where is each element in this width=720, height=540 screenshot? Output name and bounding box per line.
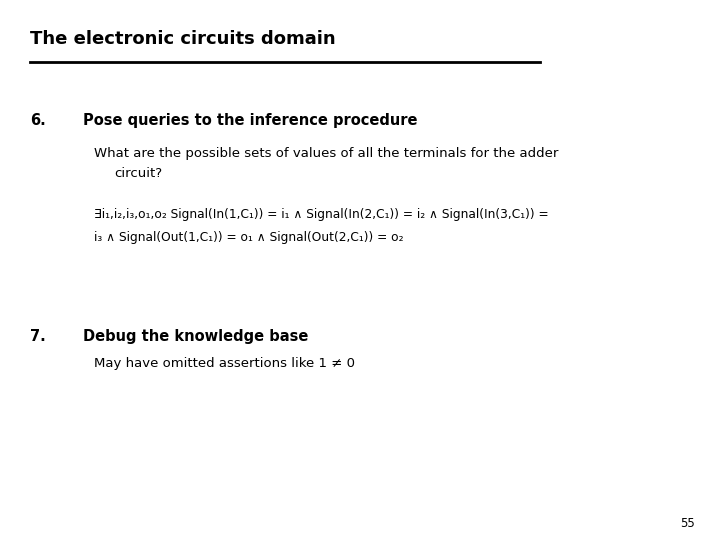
Text: What are the possible sets of values of all the terminals for the adder: What are the possible sets of values of …	[94, 147, 558, 160]
Text: May have omitted assertions like 1 ≠ 0: May have omitted assertions like 1 ≠ 0	[94, 357, 355, 370]
Text: 6.: 6.	[30, 113, 46, 129]
Text: circuit?: circuit?	[114, 167, 162, 180]
Text: The electronic circuits domain: The electronic circuits domain	[30, 30, 336, 48]
Text: Debug the knowledge base: Debug the knowledge base	[83, 329, 308, 345]
Text: 7.: 7.	[30, 329, 46, 345]
Text: 55: 55	[680, 517, 695, 530]
Text: ∃i₁,i₂,i₃,o₁,o₂ Signal(In(1,C₁)) = i₁ ∧ Signal(In(2,C₁)) = i₂ ∧ Signal(In(3,C₁)): ∃i₁,i₂,i₃,o₁,o₂ Signal(In(1,C₁)) = i₁ ∧ …	[94, 208, 548, 221]
Text: Pose queries to the inference procedure: Pose queries to the inference procedure	[83, 113, 418, 129]
Text: i₃ ∧ Signal(Out(1,C₁)) = o₁ ∧ Signal(Out(2,C₁)) = o₂: i₃ ∧ Signal(Out(1,C₁)) = o₁ ∧ Signal(Out…	[94, 231, 403, 244]
